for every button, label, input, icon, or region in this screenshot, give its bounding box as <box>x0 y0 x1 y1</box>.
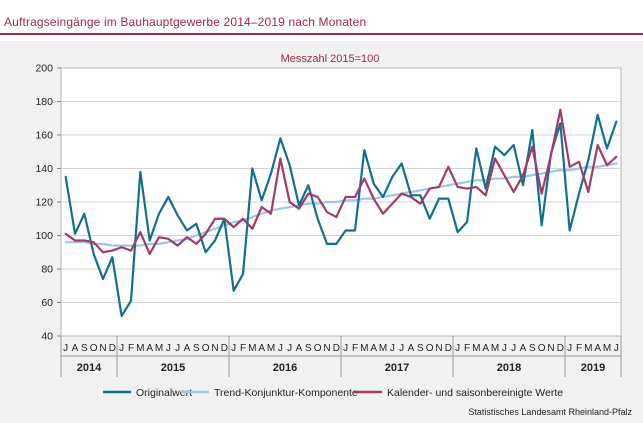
x-month-label: J <box>343 343 348 354</box>
y-tick-label: 200 <box>35 63 53 75</box>
x-year-label: 2016 <box>273 362 297 374</box>
x-month-label: A <box>370 343 377 354</box>
x-month-label: J <box>278 343 283 354</box>
x-month-label: F <box>464 343 470 354</box>
x-month-label: J <box>119 343 124 354</box>
x-month-label: F <box>128 343 134 354</box>
x-month-label: J <box>567 343 572 354</box>
x-month-label: J <box>511 343 516 354</box>
title-rule <box>0 33 643 35</box>
x-month-label: N <box>323 343 330 354</box>
series-line-0 <box>64 113 618 317</box>
y-tick-label: 160 <box>35 130 53 142</box>
x-month-label: J <box>231 343 236 354</box>
x-month-label: N <box>211 343 218 354</box>
legend-label: Originalwert <box>136 387 192 399</box>
x-year-label: 2017 <box>385 362 409 374</box>
x-month-label: J <box>63 343 68 354</box>
y-tick-label: 60 <box>41 297 53 309</box>
x-month-label: A <box>184 343 191 354</box>
x-month-label: A <box>594 343 601 354</box>
x-month-label: A <box>520 343 527 354</box>
x-month-label: M <box>603 343 611 354</box>
x-month-label: M <box>360 343 368 354</box>
legend-label: Kalender- und saisonbereinigte Werte <box>387 387 563 399</box>
y-tick-label: 180 <box>35 96 53 108</box>
x-month-label: M <box>491 343 499 354</box>
x-month-label: N <box>99 343 106 354</box>
x-year-label: 2014 <box>77 362 102 374</box>
x-month-label: M <box>155 343 163 354</box>
x-month-label: A <box>482 343 489 354</box>
series-line-2 <box>64 108 618 256</box>
x-month-label: F <box>576 343 582 354</box>
x-month-label: O <box>314 343 322 354</box>
y-tick-label: 100 <box>35 230 53 242</box>
x-month-label: D <box>445 343 452 354</box>
x-month-label: J <box>399 343 404 354</box>
x-month-label: N <box>547 343 554 354</box>
x-month-label: F <box>240 343 246 354</box>
x-month-label: J <box>166 343 171 354</box>
x-month-label: O <box>202 343 210 354</box>
x-month-label: S <box>81 343 88 354</box>
y-tick-label: 120 <box>35 197 53 209</box>
x-month-label: J <box>614 343 619 354</box>
y-tick-label: 80 <box>41 264 53 276</box>
x-month-label: F <box>352 343 358 354</box>
x-year-label: 2015 <box>161 362 185 374</box>
x-month-label: D <box>333 343 340 354</box>
x-month-label: D <box>109 343 116 354</box>
legend-label: Trend-Konjunktur-Komponente <box>214 387 358 399</box>
x-month-label: N <box>435 343 442 354</box>
x-month-label: J <box>175 343 180 354</box>
x-month-label: A <box>146 343 153 354</box>
x-month-label: S <box>193 343 200 354</box>
source-note: Statistisches Landesamt Rheinland-Pfalz <box>468 407 632 417</box>
x-month-label: M <box>584 343 592 354</box>
x-month-label: O <box>538 343 546 354</box>
x-month-label: M <box>472 343 480 354</box>
x-year-label: 2019 <box>581 362 605 374</box>
x-month-label: M <box>136 343 144 354</box>
x-month-label: A <box>258 343 265 354</box>
x-month-label: A <box>296 343 303 354</box>
y-tick-label: 40 <box>41 331 53 343</box>
x-month-label: J <box>390 343 395 354</box>
chart-title: Auftragseingänge im Bauhauptgewerbe 2014… <box>4 15 367 29</box>
x-month-label: J <box>502 343 507 354</box>
x-month-label: S <box>529 343 536 354</box>
y-tick-label: 140 <box>35 163 53 175</box>
x-month-label: J <box>287 343 292 354</box>
x-month-label: A <box>408 343 415 354</box>
x-month-label: M <box>248 343 256 354</box>
x-month-label: O <box>426 343 434 354</box>
x-month-label: S <box>305 343 312 354</box>
x-month-label: O <box>90 343 98 354</box>
chart-subtitle: Messzahl 2015=100 <box>281 53 380 65</box>
x-month-label: D <box>221 343 228 354</box>
x-month-label: J <box>455 343 460 354</box>
x-month-label: S <box>417 343 424 354</box>
x-month-label: D <box>557 343 564 354</box>
x-month-label: M <box>267 343 275 354</box>
x-year-label: 2018 <box>497 362 521 374</box>
x-month-label: A <box>72 343 79 354</box>
x-month-label: M <box>379 343 387 354</box>
